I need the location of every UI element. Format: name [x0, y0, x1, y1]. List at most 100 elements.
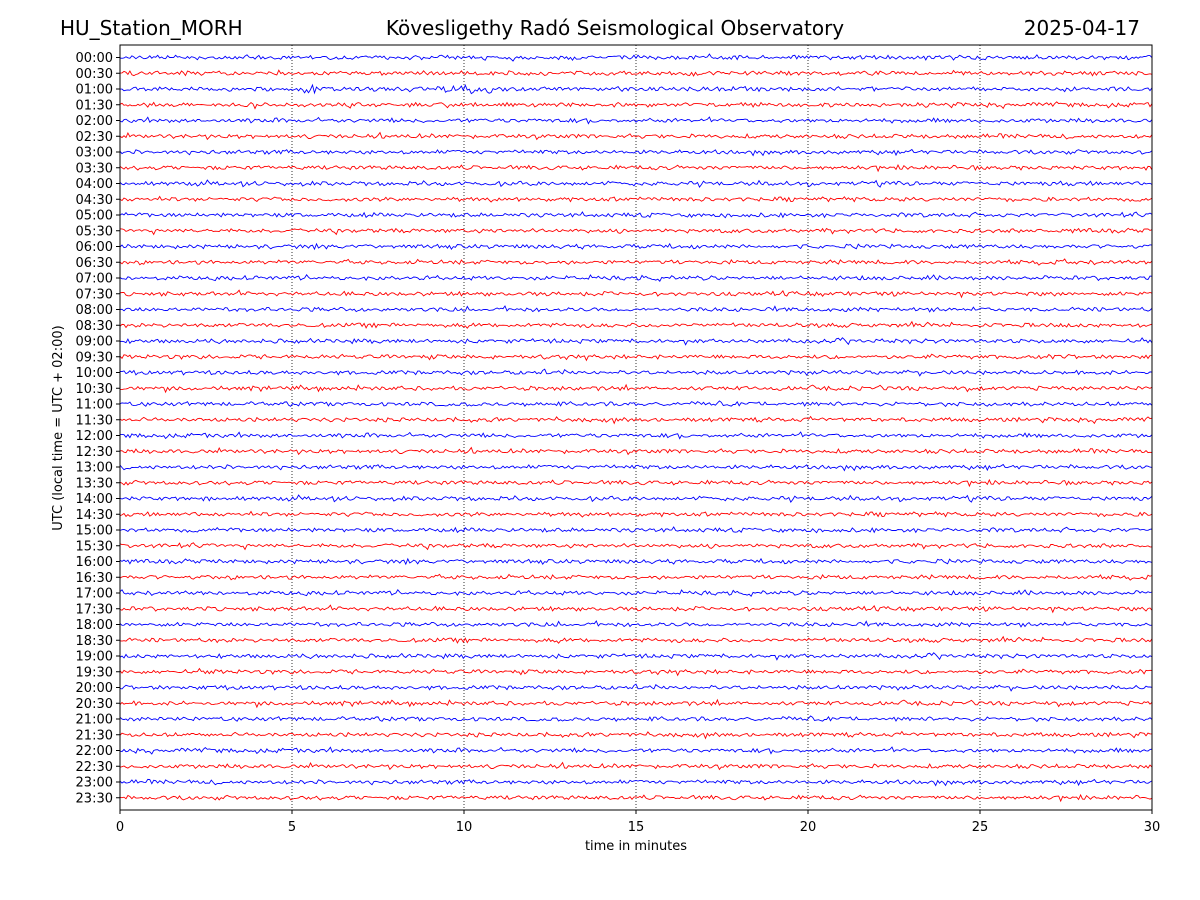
y-tick-label: 20:00: [76, 681, 113, 696]
trace-0700: [119, 274, 1153, 282]
x-tick-label-15: 15: [628, 820, 645, 835]
trace-2330: [119, 793, 1153, 803]
y-tick-label: 07:30: [76, 287, 113, 302]
trace-1830: [119, 635, 1153, 644]
y-tick-label: 04:30: [76, 193, 113, 208]
y-tick-label: 05:30: [76, 224, 113, 239]
trace-1130: [119, 415, 1153, 425]
x-tick-label-20: 20: [800, 820, 817, 835]
y-tick-label: 12:30: [76, 445, 113, 460]
x-tick-label-0: 0: [116, 820, 124, 835]
y-tick-label: 11:00: [76, 398, 113, 413]
y-tick-label: 17:30: [76, 602, 113, 617]
y-tick-label: 21:30: [76, 728, 113, 743]
y-axis-ticks: 00:0000:3001:0001:3002:0002:3003:0003:30…: [76, 51, 120, 806]
trace-0730: [119, 289, 1153, 299]
x-tick-label-25: 25: [972, 820, 989, 835]
y-tick-label: 23:00: [76, 776, 113, 791]
trace-0230: [119, 131, 1153, 141]
trace-1200: [120, 431, 1153, 440]
trace-1900: [119, 652, 1153, 661]
y-tick-label: 10:00: [76, 366, 113, 381]
y-tick-label: 08:00: [76, 303, 113, 318]
y-tick-label: 05:00: [76, 209, 113, 224]
y-tick-label: 09:30: [76, 350, 113, 365]
trace-0030: [119, 69, 1153, 77]
trace-0500: [119, 211, 1153, 219]
trace-0900: [119, 337, 1153, 346]
y-tick-label: 08:30: [76, 319, 113, 334]
chart-title: Kövesligethy Radó Seismological Observat…: [385, 16, 845, 40]
seismic-traces: [119, 53, 1153, 803]
y-tick-label: 18:00: [76, 618, 113, 633]
trace-0100: [120, 83, 1153, 95]
y-tick-label: 00:00: [76, 51, 113, 66]
y-tick-label: 15:30: [76, 539, 113, 554]
trace-0830: [119, 320, 1153, 329]
x-axis-ticks: 0 5 10 15 20 25 30: [116, 810, 1160, 835]
y-tick-label: 13:00: [76, 461, 113, 476]
y-tick-label: 23:30: [76, 791, 113, 806]
y-tick-label: 02:00: [76, 114, 113, 129]
y-tick-label: 03:00: [76, 146, 113, 161]
trace-1800: [119, 620, 1153, 628]
trace-2030: [119, 698, 1153, 709]
station-name: HU_Station_MORH: [60, 16, 243, 40]
x-gridlines: [291, 45, 981, 810]
x-tick-label-10: 10: [456, 820, 473, 835]
trace-2100: [119, 715, 1153, 723]
trace-2200: [119, 746, 1153, 755]
y-tick-label: 14:00: [76, 492, 113, 507]
y-tick-label: 11:30: [76, 413, 113, 428]
y-tick-label: 15:00: [76, 524, 113, 539]
trace-1230: [119, 446, 1153, 456]
y-tick-label: 19:00: [76, 650, 113, 665]
y-tick-label: 06:00: [76, 240, 113, 255]
y-tick-label: 16:00: [76, 555, 113, 570]
trace-0130: [119, 101, 1153, 110]
y-tick-label: 00:30: [76, 67, 113, 82]
y-tick-label: 19:30: [76, 665, 113, 680]
y-tick-label: 09:00: [76, 335, 113, 350]
trace-1530: [119, 542, 1152, 551]
y-tick-label: 22:00: [76, 744, 113, 759]
chart-date: 2025-04-17: [1023, 16, 1140, 40]
trace-0530: [120, 227, 1153, 236]
trace-0400: [119, 179, 1153, 188]
trace-0600: [119, 242, 1153, 251]
trace-1630: [119, 573, 1153, 581]
trace-0630: [119, 258, 1153, 266]
trace-2230: [119, 761, 1153, 771]
trace-1000: [119, 368, 1153, 377]
trace-1700: [119, 589, 1153, 597]
y-tick-label: 20:30: [76, 697, 113, 712]
x-tick-label-30: 30: [1144, 820, 1161, 835]
y-tick-label: 16:30: [76, 571, 113, 586]
y-tick-label: 01:30: [76, 98, 113, 113]
trace-1330: [119, 478, 1153, 488]
trace-0300: [119, 148, 1153, 157]
y-tick-label: 03:30: [76, 161, 113, 176]
trace-1400: [119, 494, 1153, 503]
trace-1430: [119, 510, 1153, 518]
trace-0430: [119, 195, 1153, 203]
y-tick-label: 01:00: [76, 83, 113, 98]
y-tick-label: 02:30: [76, 130, 113, 145]
y-axis-label: UTC (local time = UTC + 02:00): [51, 325, 66, 530]
trace-0330: [119, 163, 1153, 173]
trace-1600: [119, 557, 1153, 566]
y-tick-label: 13:30: [76, 476, 113, 491]
y-tick-label: 07:00: [76, 272, 113, 287]
x-tick-label-5: 5: [288, 820, 296, 835]
trace-1500: [119, 526, 1153, 534]
y-tick-label: 06:30: [76, 256, 113, 271]
y-tick-label: 21:00: [76, 713, 113, 728]
y-tick-label: 17:00: [76, 587, 113, 602]
y-tick-label: 10:30: [76, 382, 113, 397]
y-tick-label: 22:30: [76, 760, 113, 775]
trace-1300: [119, 463, 1153, 472]
trace-1930: [119, 667, 1153, 677]
trace-2000: [119, 683, 1153, 692]
y-tick-label: 14:30: [76, 508, 113, 523]
